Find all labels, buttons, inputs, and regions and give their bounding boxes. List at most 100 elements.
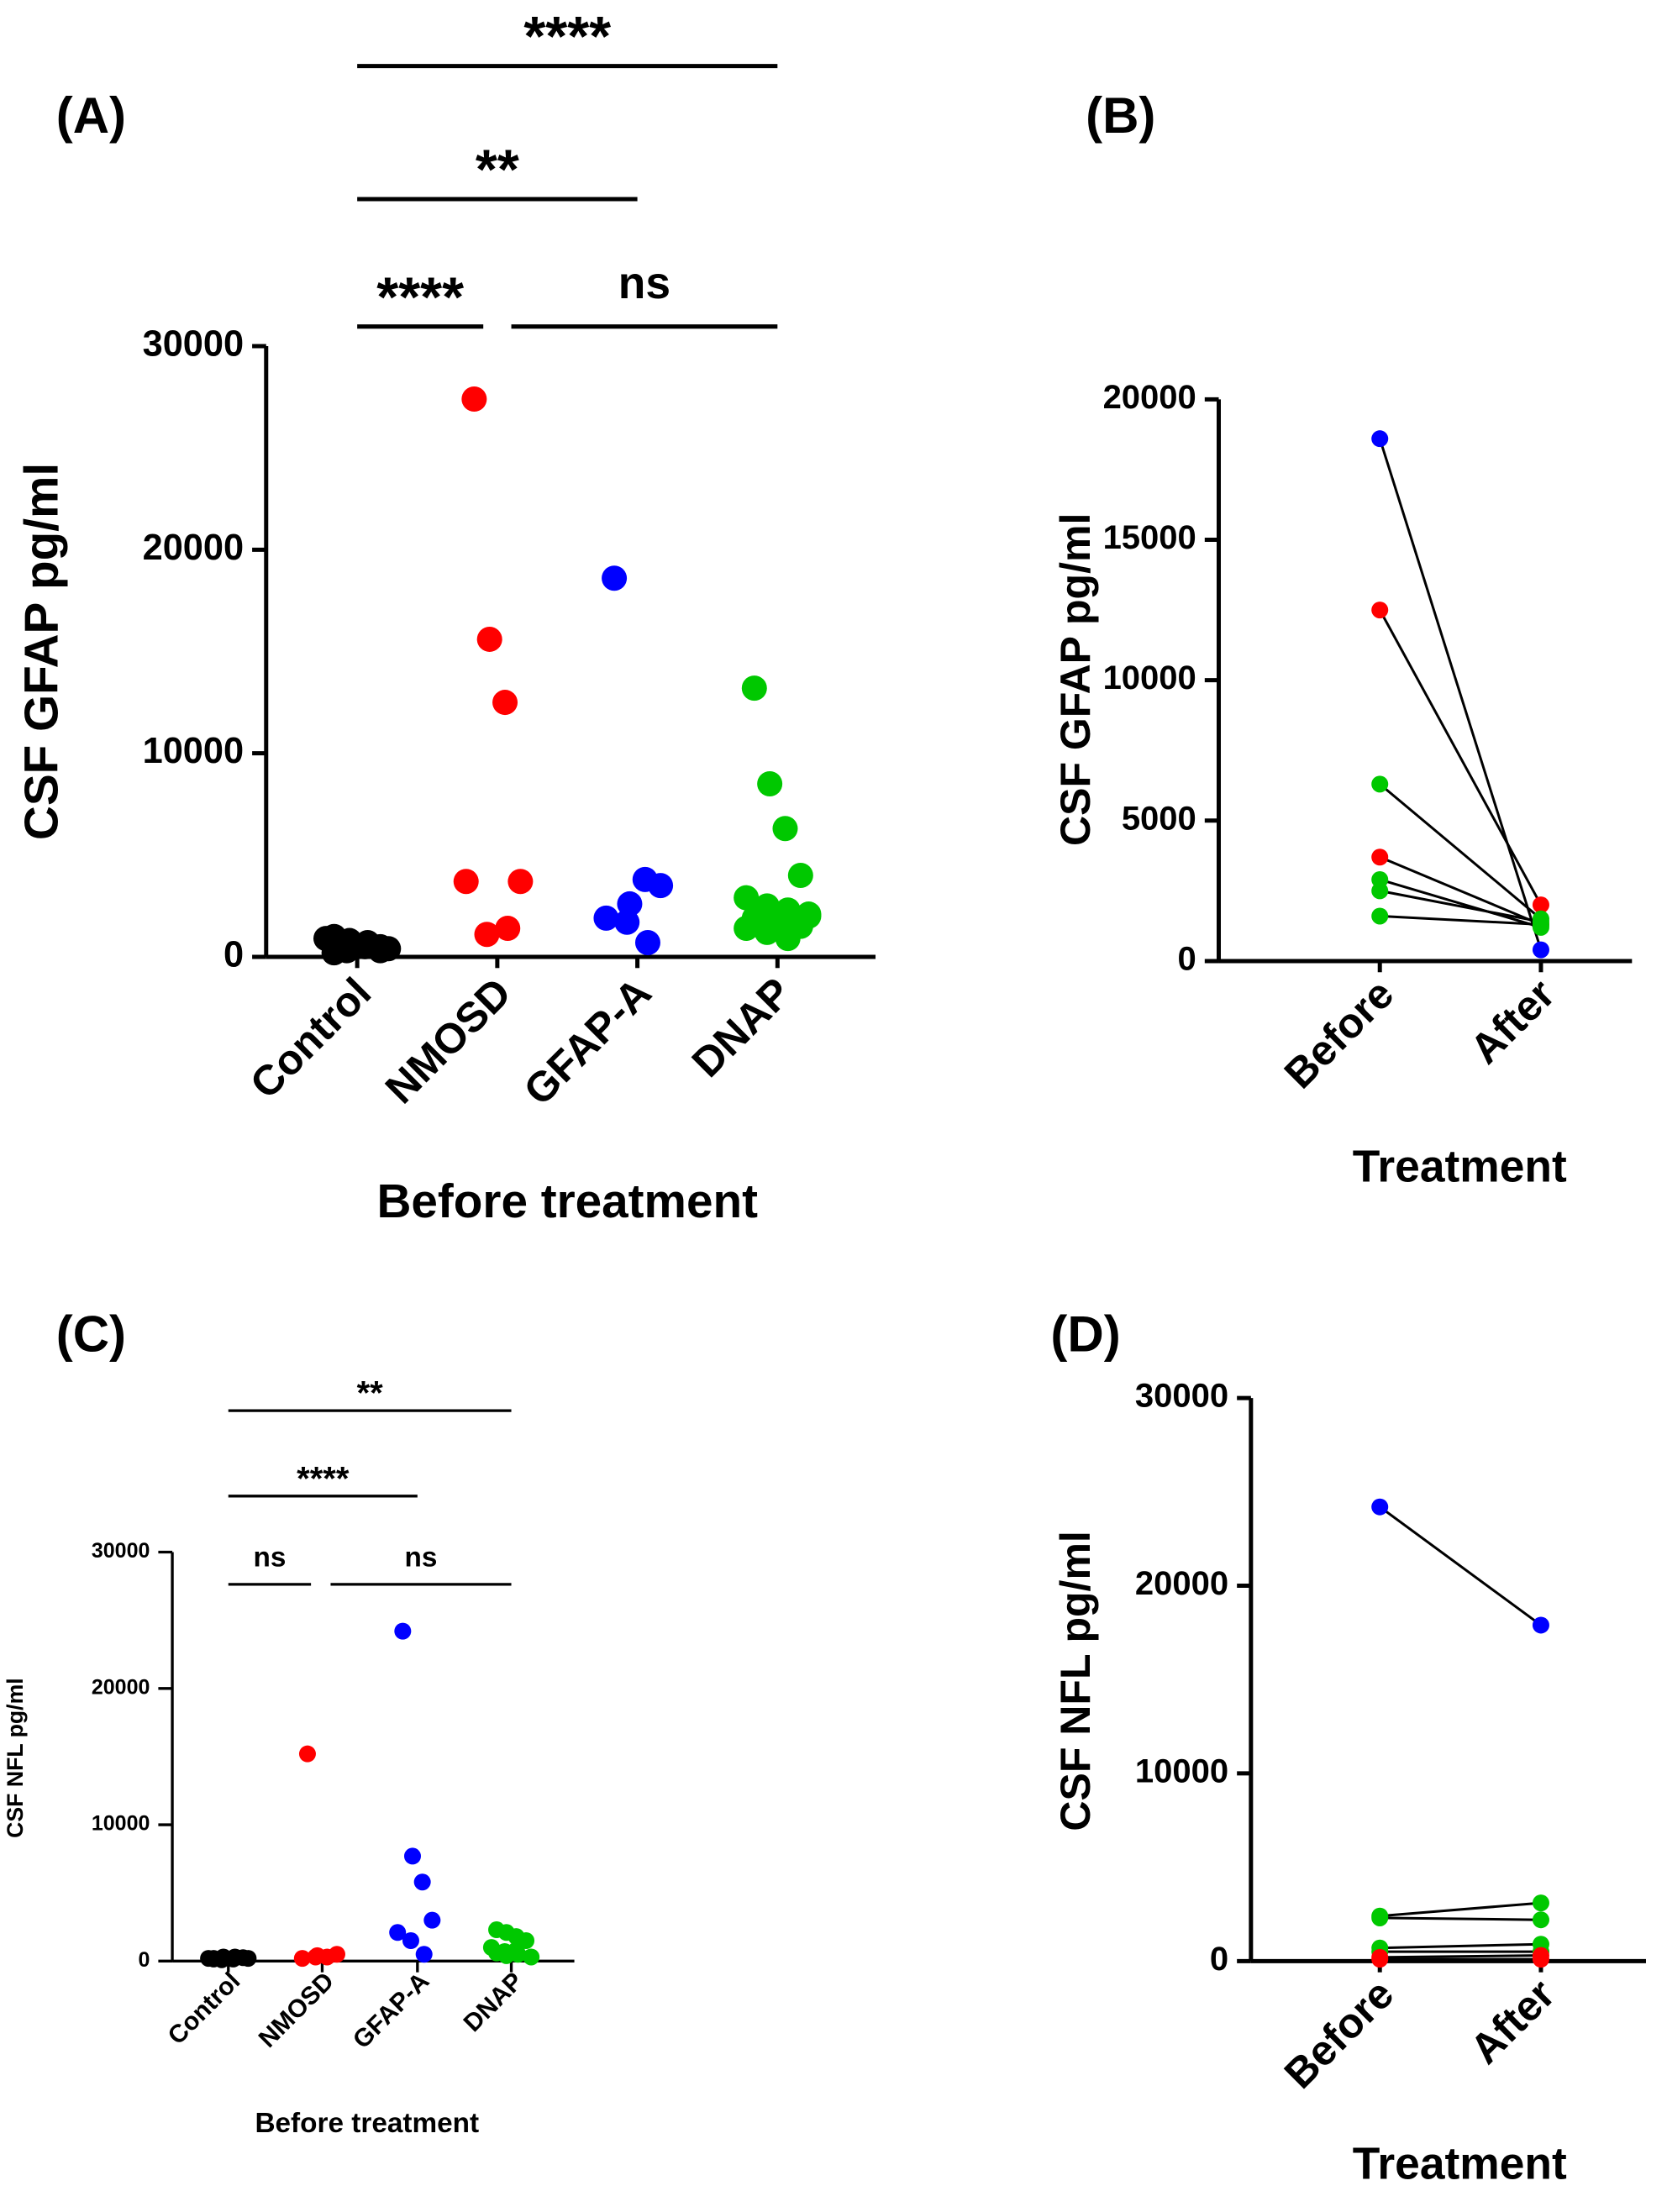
data-point <box>413 1873 431 1891</box>
panel-title: (D) <box>1050 1306 1120 1362</box>
data-point <box>741 907 767 933</box>
y-tick-label: 10000 <box>92 1812 150 1836</box>
y-axis-label: CSF GFAP pg/ml <box>15 463 68 840</box>
data-point <box>402 1931 419 1950</box>
y-tick-label: 30000 <box>1135 1378 1228 1415</box>
y-tick-label: 10000 <box>1103 659 1196 696</box>
x-tick-label: DNAP <box>683 969 801 1086</box>
pair-line <box>1379 783 1542 920</box>
x-tick-label: Before <box>1275 970 1403 1098</box>
data-point <box>453 869 479 895</box>
significance-label: **** <box>297 1460 350 1497</box>
data-point <box>293 1950 311 1968</box>
data-point <box>1371 1909 1389 1926</box>
significance-label: ** <box>357 1375 384 1412</box>
data-point <box>1532 1894 1549 1912</box>
data-point <box>239 1950 257 1968</box>
pair-line <box>1379 889 1542 923</box>
data-point <box>214 1949 232 1967</box>
data-point <box>796 903 822 929</box>
data-point <box>298 1745 316 1763</box>
y-tick-label: 20000 <box>1135 1565 1228 1602</box>
panel-title: (A) <box>56 87 126 144</box>
pair-line <box>1378 609 1543 906</box>
significance-label: ns <box>253 1542 286 1574</box>
data-point <box>415 1946 433 1963</box>
data-point <box>507 1941 525 1959</box>
y-tick-label: 10000 <box>1135 1752 1228 1789</box>
data-point <box>648 873 674 899</box>
data-point <box>476 626 502 652</box>
data-point <box>1371 849 1389 866</box>
data-point <box>474 922 500 948</box>
data-point <box>772 816 798 842</box>
y-tick-label: 0 <box>1210 1941 1228 1978</box>
data-point <box>1532 896 1549 914</box>
data-point <box>1371 907 1389 925</box>
x-axis-label: Treatment <box>1353 1142 1567 1191</box>
pair-line <box>1379 1505 1542 1626</box>
data-point <box>602 565 628 591</box>
data-point <box>734 885 760 911</box>
pair-line <box>1379 855 1542 926</box>
y-tick-label: 10000 <box>143 731 245 771</box>
significance-label: **** <box>523 6 611 68</box>
y-axis-label: CSF NFL pg/ml <box>3 1678 28 1838</box>
y-tick-label: 30000 <box>143 323 245 364</box>
x-axis-label: Before treatment <box>255 2108 479 2139</box>
pair-line <box>1380 1916 1541 1921</box>
data-point <box>1371 1948 1389 1966</box>
data-point <box>1532 1616 1549 1634</box>
data-point <box>1532 1911 1549 1929</box>
panel: (C) CSF NFL pg/ml Before treatment 0 10000 20… <box>3 1306 575 2139</box>
y-tick-label: 20000 <box>143 528 245 568</box>
panel: (A) CSF GFAP pg/ml Before treatment 0 10000 2… <box>15 6 876 1228</box>
x-tick-label: Control <box>241 969 380 1107</box>
panel-title: (B) <box>1086 87 1155 144</box>
x-tick-label: NMOSD <box>376 969 520 1112</box>
pair-line <box>1379 878 1542 929</box>
x-tick-label: Before <box>1275 1970 1403 2098</box>
pair-line <box>1380 1954 1541 1959</box>
data-point <box>1371 775 1389 793</box>
panel: (D) CSF NFL pg/ml Treatment 0 10000 20000 3000… <box>1050 1306 1646 2189</box>
data-point <box>507 869 534 895</box>
x-tick-label: NMOSD <box>254 1968 339 2053</box>
data-point <box>389 1924 407 1941</box>
pair-line <box>1380 914 1542 926</box>
pair-line <box>1380 1901 1542 1918</box>
y-tick-label: 0 <box>138 1948 150 1972</box>
pair-line <box>1378 438 1543 951</box>
x-axis-label: Before treatment <box>376 1175 758 1228</box>
y-tick-label: 20000 <box>92 1675 150 1699</box>
data-point <box>1371 882 1389 900</box>
panel-title: (C) <box>56 1306 126 1362</box>
data-point <box>523 1948 540 1966</box>
data-point <box>328 1946 345 1963</box>
x-tick-label: After <box>1461 1970 1564 2073</box>
data-point <box>492 690 518 716</box>
y-tick-label: 15000 <box>1103 519 1196 556</box>
data-point <box>461 386 487 412</box>
data-point <box>1532 1947 1549 1964</box>
y-tick-label: 20000 <box>1103 379 1196 416</box>
y-axis-label: CSF GFAP pg/ml <box>1052 513 1099 846</box>
data-point <box>634 929 660 955</box>
y-tick-label: 0 <box>1178 941 1196 978</box>
x-tick-label: DNAP <box>459 1968 528 2037</box>
data-point <box>1371 1498 1389 1516</box>
x-tick-label: After <box>1461 970 1564 1073</box>
data-point <box>1371 602 1389 619</box>
data-point <box>614 909 640 935</box>
data-point <box>423 1911 441 1929</box>
y-tick-label: 0 <box>223 934 244 975</box>
pair-line <box>1380 1942 1541 1950</box>
significance-label: ns <box>618 259 670 308</box>
y-axis-label: CSF NFL pg/ml <box>1052 1531 1099 1831</box>
x-axis-label: Treatment <box>1353 2140 1567 2189</box>
significance-label: **** <box>376 266 464 328</box>
data-point <box>775 926 801 952</box>
significance-label: ns <box>405 1542 438 1574</box>
panel: (B) CSF GFAP pg/ml Treatment 0 5000 10000 1500… <box>1052 87 1633 1191</box>
